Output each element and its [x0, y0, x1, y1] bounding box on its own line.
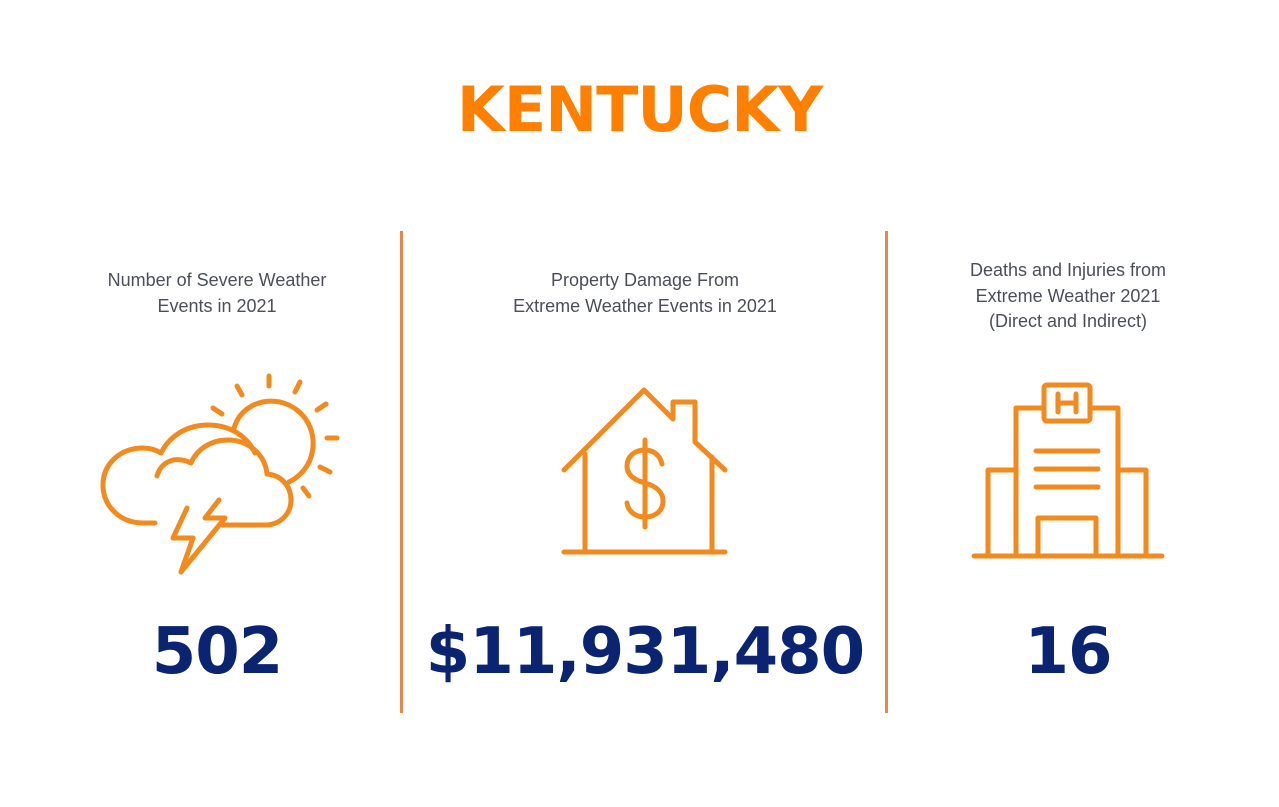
house-dollar-icon — [557, 382, 732, 562]
storm-cloud-sun-icon — [95, 368, 355, 583]
stat-label-line: Extreme Weather 2021 — [975, 285, 1161, 306]
stat-value: $11,931,480 — [425, 615, 865, 689]
stat-label-line: Number of Severe Weather — [107, 270, 327, 290]
page-title: KENTUCKY — [456, 73, 823, 146]
stat-label: Property Damage From Extreme Weather Eve… — [470, 268, 820, 319]
stat-label-line: Deaths and Injuries from — [969, 260, 1167, 280]
stat-label: Number of Severe Weather Events in 2021 — [57, 268, 377, 319]
stat-label-line: (Direct and Indirect) — [988, 311, 1148, 331]
column-divider — [400, 231, 403, 713]
stat-value: 16 — [1024, 615, 1112, 689]
stat-value: 502 — [151, 615, 284, 689]
column-divider — [885, 231, 888, 713]
stat-label-line: Property Damage From — [550, 270, 740, 290]
hospital-icon — [968, 378, 1168, 563]
stat-label-line: Extreme Weather Events in 2021 — [513, 295, 777, 316]
stat-label: Deaths and Injuries from Extreme Weather… — [908, 258, 1228, 335]
stat-label-line: Events in 2021 — [157, 295, 277, 316]
